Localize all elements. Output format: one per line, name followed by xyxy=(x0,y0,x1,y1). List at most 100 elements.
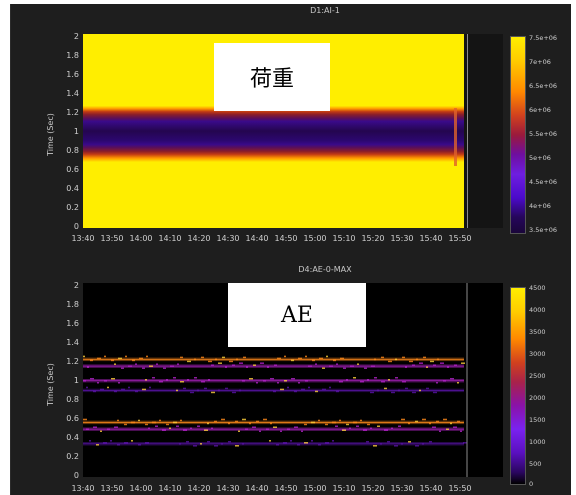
ae-speckle xyxy=(405,366,407,368)
y-tick: 0.2 xyxy=(66,203,79,212)
ae-speckle xyxy=(301,430,303,432)
colorbar-tick: 2500 xyxy=(529,372,546,380)
x-tick: 15:30 xyxy=(390,484,414,493)
ae-speckle xyxy=(363,429,367,431)
colorbar-tick: 4000 xyxy=(529,306,546,314)
ae-speckle xyxy=(332,421,336,424)
panel-title: D4:AE-0-MAX xyxy=(298,265,352,274)
ae-speckle xyxy=(243,356,246,359)
ae-speckle xyxy=(360,419,362,422)
y-tick: 0.8 xyxy=(66,395,79,404)
ae-speckle xyxy=(190,391,194,394)
x-tick: 14:40 xyxy=(245,484,269,493)
ae-speckle xyxy=(360,381,364,383)
ae-speckle xyxy=(290,440,292,442)
colorbar-tick: 2000 xyxy=(529,394,546,402)
ae-speckle xyxy=(326,355,328,358)
ae-speckle xyxy=(235,420,238,423)
ae-speckle xyxy=(148,427,150,429)
ae-speckle xyxy=(419,362,423,364)
ae-speckle xyxy=(387,441,390,443)
ae-speckle xyxy=(166,423,169,426)
ae-speckle xyxy=(245,428,248,430)
ae-speckle xyxy=(152,377,155,379)
ae-speckle xyxy=(89,440,91,442)
ae-speckle xyxy=(211,364,214,366)
ae-speckle xyxy=(311,421,315,424)
ae-speckle xyxy=(114,426,118,428)
ae-speckle xyxy=(200,443,202,445)
ae-speckle xyxy=(364,367,367,369)
ae-band-line xyxy=(83,389,464,391)
ae-speckle xyxy=(100,430,102,432)
x-tick: 15:30 xyxy=(390,234,414,243)
ae-band-line xyxy=(83,381,464,383)
ae-speckle xyxy=(461,362,465,364)
ae-speckle xyxy=(176,389,178,392)
x-tick: 15:40 xyxy=(419,234,443,243)
ae-speckle xyxy=(398,425,401,427)
plot-right-axis xyxy=(467,34,468,228)
ae-speckle xyxy=(211,427,213,429)
ae-speckle xyxy=(197,425,200,427)
ae-speckle xyxy=(215,358,217,361)
ae-speckle xyxy=(439,430,441,432)
ae-speckle xyxy=(229,360,233,363)
ae-speckle xyxy=(180,381,184,383)
y-tick: 1.8 xyxy=(66,51,79,60)
x-tick: 14:40 xyxy=(245,234,269,243)
ae-speckle xyxy=(377,389,379,392)
ae-band-line xyxy=(83,360,464,362)
ae-speckle xyxy=(93,390,96,393)
heatmap-vertical-artifact xyxy=(454,108,457,166)
ae-speckle xyxy=(277,382,279,384)
ae-speckle xyxy=(322,388,326,391)
ae-speckle xyxy=(312,359,315,362)
ae-speckle xyxy=(194,358,196,361)
ae-speckle xyxy=(107,428,110,430)
ae-speckle xyxy=(422,443,424,445)
ae-speckle xyxy=(311,440,313,442)
colorbar xyxy=(510,36,526,234)
ae-speckle xyxy=(256,382,258,384)
ae-speckle xyxy=(86,386,88,389)
ae-speckle xyxy=(90,378,94,380)
ae-speckle xyxy=(180,419,182,422)
ae-speckle xyxy=(353,421,357,424)
ae-speckle xyxy=(419,389,421,392)
ae-speckle xyxy=(118,357,122,360)
ae-speckle xyxy=(186,441,189,443)
ae-speckle xyxy=(291,378,295,380)
y-axis-label: Time (Sec) xyxy=(45,363,55,406)
ae-speckle xyxy=(267,366,269,368)
ae-speckle xyxy=(162,429,166,431)
ae-band-line xyxy=(83,444,464,446)
ae-speckle xyxy=(176,425,179,427)
ae-speckle xyxy=(349,427,351,429)
ae-speckle xyxy=(395,377,398,379)
ae-speckle xyxy=(276,444,279,446)
ae-speckle xyxy=(131,421,135,424)
ae-speckle xyxy=(110,440,112,442)
ae-speckle xyxy=(204,387,207,390)
ae-speckle xyxy=(409,360,413,363)
ae-speckle xyxy=(111,378,115,380)
ae-speckle xyxy=(440,362,444,364)
ae-speckle xyxy=(97,357,101,360)
ae-speckle xyxy=(346,379,348,381)
ae-speckle xyxy=(315,390,318,393)
ae-speckle xyxy=(457,420,460,423)
ae-speckle xyxy=(239,389,241,392)
ae-speckle xyxy=(388,379,390,381)
panel-title: D1:AI-1 xyxy=(310,6,340,15)
ae-speckle xyxy=(433,364,436,366)
ae-speckle xyxy=(402,356,405,359)
ae-speckle xyxy=(214,445,218,447)
ae-speckle xyxy=(125,355,127,358)
ae-speckle xyxy=(339,419,341,422)
ae-speckle xyxy=(297,444,300,446)
ae-speckle xyxy=(273,390,276,393)
ae-speckle xyxy=(308,365,312,367)
colorbar-tick: 6e+06 xyxy=(529,106,551,114)
ae-speckle xyxy=(187,360,191,363)
